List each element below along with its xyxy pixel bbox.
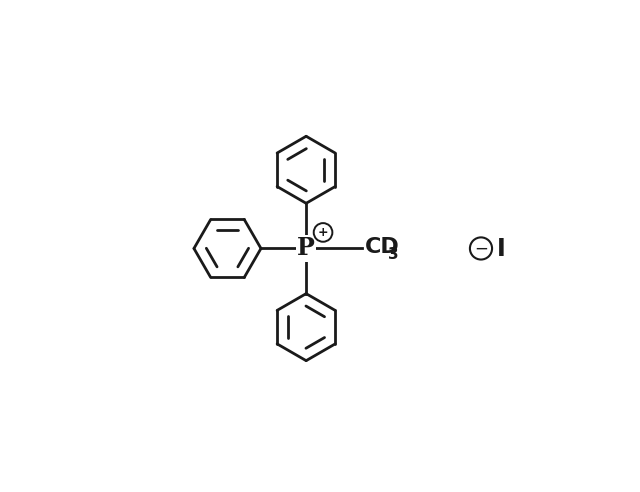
Text: CD: CD — [365, 237, 400, 257]
Text: 3: 3 — [388, 247, 399, 262]
Text: +: + — [317, 226, 328, 239]
Text: P: P — [297, 237, 315, 260]
Text: I: I — [497, 237, 506, 261]
Text: −: − — [474, 240, 488, 257]
